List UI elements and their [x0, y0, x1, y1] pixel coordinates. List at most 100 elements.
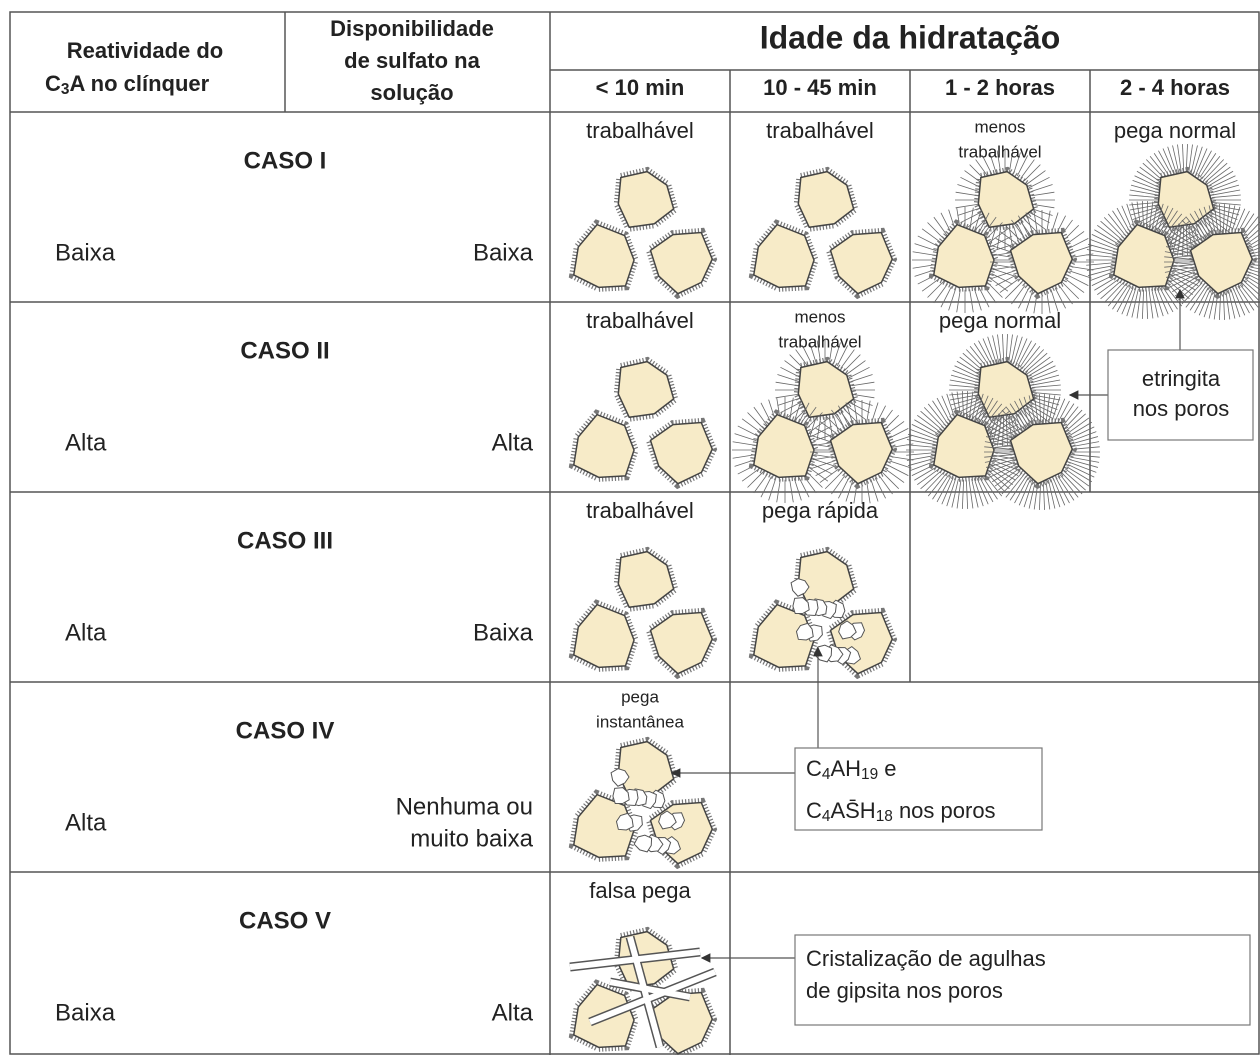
needle	[995, 274, 1017, 286]
needle	[1057, 475, 1075, 501]
needle	[810, 443, 834, 448]
needle	[1222, 204, 1226, 234]
subscript: 4	[822, 808, 831, 825]
needle	[1009, 475, 1027, 501]
sulfate: muito baixa	[410, 825, 533, 852]
needle	[1170, 274, 1196, 291]
needle	[920, 469, 943, 490]
annotation: C4AS̄H18 nos poros	[806, 798, 996, 825]
needle	[1247, 243, 1260, 250]
hydrate	[790, 578, 810, 597]
needle	[914, 243, 937, 252]
text-part: AH	[830, 756, 861, 781]
needle	[1210, 179, 1238, 191]
subscript: 3	[61, 81, 70, 98]
header-time: 1 - 2 horas	[945, 75, 1055, 100]
needle	[920, 410, 943, 431]
needle	[1031, 394, 1061, 401]
needle	[1170, 229, 1196, 246]
needle	[1198, 288, 1212, 316]
needle	[815, 464, 837, 476]
annotation: Cristalização de agulhas	[806, 946, 1046, 971]
sulfate: Alta	[492, 999, 534, 1026]
needle	[927, 403, 947, 428]
needle	[921, 228, 942, 243]
needle	[1018, 478, 1032, 506]
needle	[1066, 421, 1092, 438]
reactivity: Alta	[65, 809, 107, 836]
sulfate: Baixa	[473, 619, 534, 646]
needle	[1195, 148, 1208, 176]
text-part: AS̄H	[830, 798, 875, 823]
grain	[572, 223, 635, 289]
stage-label: falsa pega	[589, 878, 691, 903]
needle	[1086, 262, 1116, 266]
needle	[780, 401, 802, 414]
grain	[977, 170, 1035, 229]
needle	[1055, 477, 1070, 504]
grain	[797, 550, 855, 609]
needle	[1067, 426, 1095, 440]
needle	[1038, 480, 1042, 510]
needle	[777, 374, 800, 383]
needle	[1209, 175, 1236, 189]
grain	[1112, 223, 1175, 289]
needle	[1197, 150, 1212, 177]
needle	[971, 478, 979, 508]
needle	[1062, 282, 1080, 300]
needle	[908, 457, 937, 467]
needle	[1067, 274, 1089, 286]
needle	[1158, 207, 1174, 235]
needle	[981, 474, 998, 500]
needle	[775, 381, 799, 387]
needle	[1132, 209, 1160, 221]
needle	[1218, 204, 1222, 234]
needle	[1089, 270, 1118, 282]
needle	[848, 366, 870, 379]
hydrate	[795, 622, 814, 641]
stage-label: trabalhável	[586, 498, 694, 523]
needle	[1070, 441, 1100, 448]
needle	[984, 446, 1014, 450]
needle	[1249, 269, 1260, 273]
needle	[985, 436, 1015, 445]
needle	[948, 288, 957, 311]
case-label: CASO II	[240, 337, 329, 364]
needle	[1250, 266, 1260, 270]
needle	[912, 251, 936, 256]
reactivity: Baixa	[55, 999, 116, 1026]
needle	[753, 473, 768, 494]
needle	[956, 479, 962, 509]
needle	[1018, 398, 1032, 426]
needle	[824, 472, 842, 490]
needle	[1116, 285, 1132, 313]
needle	[1228, 289, 1236, 319]
needle	[992, 466, 1018, 483]
needle	[1091, 234, 1119, 248]
needle	[992, 335, 1000, 364]
needle	[1069, 270, 1092, 279]
needle	[1139, 166, 1164, 185]
needle	[955, 191, 979, 197]
needle	[1167, 271, 1196, 283]
needle	[1112, 284, 1129, 310]
needle	[1059, 474, 1079, 498]
needle	[1167, 279, 1190, 300]
hydrate	[838, 620, 857, 640]
hydrate	[813, 644, 833, 663]
needle	[789, 479, 794, 503]
needle	[975, 159, 990, 179]
header-reactivity: Reatividade do	[67, 38, 223, 63]
stage-label: pega rápida	[762, 498, 879, 523]
needle	[1052, 478, 1066, 506]
needle	[1228, 205, 1236, 235]
needle	[850, 374, 873, 383]
needle	[1185, 284, 1205, 308]
needle	[976, 395, 989, 423]
needle	[995, 238, 1017, 250]
needle	[824, 414, 842, 432]
grain	[617, 550, 675, 609]
needle	[906, 439, 936, 446]
needle	[991, 273, 1013, 285]
